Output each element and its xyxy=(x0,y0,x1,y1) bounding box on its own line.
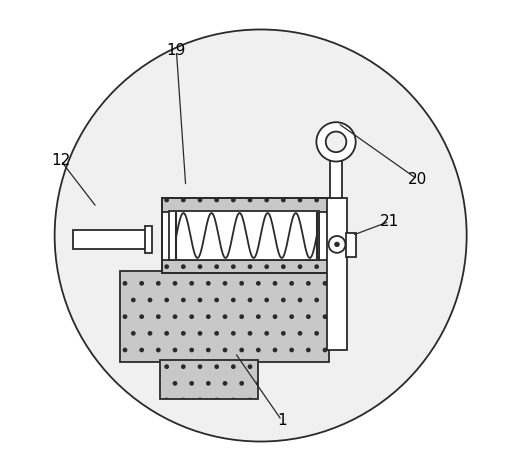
Circle shape xyxy=(316,122,356,162)
Bar xyxy=(73,230,146,249)
Circle shape xyxy=(55,30,467,441)
Bar xyxy=(163,198,329,212)
Bar xyxy=(169,211,319,260)
Circle shape xyxy=(335,242,339,247)
Bar xyxy=(120,271,329,362)
Text: 20: 20 xyxy=(408,172,427,187)
Circle shape xyxy=(329,236,346,253)
Bar xyxy=(327,198,347,350)
Text: 12: 12 xyxy=(51,153,70,168)
Bar xyxy=(319,198,328,273)
Circle shape xyxy=(326,131,346,152)
Bar xyxy=(145,226,152,253)
Bar xyxy=(163,260,329,273)
Bar xyxy=(163,198,171,273)
Bar xyxy=(330,154,342,198)
Bar xyxy=(160,359,258,399)
Text: 21: 21 xyxy=(380,214,399,229)
Bar xyxy=(163,198,329,273)
Text: 19: 19 xyxy=(167,43,186,58)
Bar xyxy=(167,205,321,266)
Text: 1: 1 xyxy=(277,413,287,428)
Bar xyxy=(346,233,356,257)
